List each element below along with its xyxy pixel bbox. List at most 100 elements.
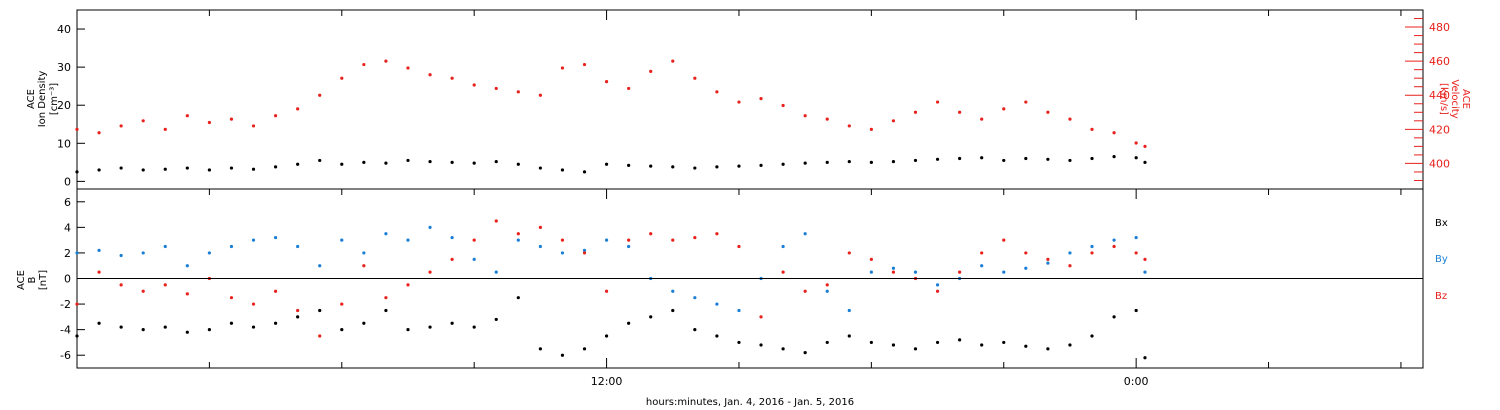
top-point-series-1 <box>1134 141 1138 145</box>
bottom-point-bx <box>207 328 211 332</box>
bottom-point-by <box>671 289 675 293</box>
top-point-series-1 <box>1112 131 1116 135</box>
top-point-series-0 <box>273 165 278 169</box>
top-panel-frame <box>76 9 1424 190</box>
top-data-points <box>75 59 1147 174</box>
bottom-point-by <box>251 238 256 242</box>
bottom-point-bx <box>494 317 498 322</box>
bottom-point-bx <box>1134 308 1138 313</box>
bottom-point-bz <box>75 302 79 306</box>
top-point-series-1 <box>935 100 940 104</box>
bottom-point-bx <box>141 328 145 332</box>
top-point-series-1 <box>560 66 565 70</box>
bottom-point-bz <box>428 270 432 274</box>
top-point-series-1 <box>1143 144 1147 148</box>
top-point-series-1 <box>759 97 763 101</box>
bottom-point-bx <box>406 328 410 332</box>
bottom-point-by <box>296 244 300 249</box>
top-left-ylabel-line3: [cm⁻³] <box>49 83 60 115</box>
top-point-series-0 <box>141 168 145 172</box>
top-left-ticks: 0 10 20 30 40 <box>57 23 85 188</box>
bottom-point-bz <box>229 296 234 300</box>
bottom-point-bz <box>251 302 256 306</box>
top-point-series-0 <box>869 160 873 164</box>
bottom-point-bz <box>715 232 719 236</box>
bottom-point-by <box>781 244 785 249</box>
top-point-series-0 <box>1024 156 1028 161</box>
top-point-series-0 <box>450 160 454 164</box>
bottom-point-bz <box>1143 257 1147 261</box>
top-point-series-0 <box>825 160 829 164</box>
top-point-series-0 <box>472 161 476 165</box>
bottom-point-bz <box>97 270 101 274</box>
top-point-series-1 <box>1046 110 1050 114</box>
bottom-ylabel-line1: ACE <box>16 270 27 290</box>
bottom-point-bz <box>759 315 763 319</box>
top-point-series-0 <box>1090 156 1094 161</box>
bottom-point-by <box>494 270 498 274</box>
top-point-series-0 <box>251 167 256 171</box>
top-point-series-0 <box>384 161 388 165</box>
bottom-point-bx <box>538 347 542 351</box>
bottom-point-bx <box>1090 334 1094 338</box>
bottom-left-tick-label: 0 <box>64 273 71 286</box>
top-point-series-1 <box>273 114 278 118</box>
bottom-point-bx <box>980 343 984 347</box>
top-left-tick-label: 10 <box>57 137 71 150</box>
top-point-series-1 <box>582 62 587 67</box>
bottom-left-tick-label: 6 <box>64 196 71 209</box>
bottom-point-bx <box>318 308 322 313</box>
bottom-point-bx <box>273 321 278 325</box>
bottom-point-bx <box>604 334 609 338</box>
bottom-point-bx <box>1068 343 1072 347</box>
bottom-point-bz <box>119 283 123 287</box>
bottom-point-bx <box>737 340 741 345</box>
top-point-series-0 <box>582 170 587 174</box>
top-point-series-0 <box>163 167 167 171</box>
top-point-series-1 <box>229 117 234 121</box>
bottom-point-bx <box>869 340 873 345</box>
top-point-series-1 <box>406 66 410 70</box>
top-point-series-1 <box>1024 100 1028 104</box>
bottom-point-bz <box>627 238 631 242</box>
bottom-point-bx <box>1112 315 1116 319</box>
top-point-series-0 <box>340 162 344 166</box>
bottom-point-bz <box>1068 264 1072 268</box>
bottom-point-by <box>318 264 322 268</box>
bottom-point-bx <box>472 325 476 329</box>
bottom-point-bx <box>1002 340 1006 345</box>
top-point-series-0 <box>935 157 940 161</box>
bottom-left-tick-label: 2 <box>64 247 71 260</box>
top-right-tick-label: 440 <box>1429 89 1450 102</box>
top-point-series-1 <box>450 76 454 80</box>
top-right-tick-label: 460 <box>1429 55 1450 68</box>
top-point-series-0 <box>649 164 653 168</box>
bottom-point-by <box>75 251 79 255</box>
bottom-point-by <box>1068 251 1072 255</box>
top-point-series-0 <box>1143 160 1147 164</box>
bottom-point-by <box>980 264 984 268</box>
top-point-series-0 <box>97 168 101 172</box>
bottom-point-by <box>891 266 896 270</box>
top-point-series-0 <box>980 156 984 160</box>
bottom-point-bz <box>472 238 476 242</box>
top-left-tick-label: 40 <box>57 23 71 36</box>
top-point-series-1 <box>75 127 79 131</box>
bottom-point-by <box>229 244 234 249</box>
bottom-point-by <box>627 244 631 249</box>
bottom-left-tick-label: -4 <box>60 324 71 337</box>
bottom-point-bz <box>538 225 542 229</box>
top-point-series-1 <box>296 107 300 111</box>
bottom-point-bx <box>582 347 587 351</box>
top-point-series-1 <box>649 69 653 73</box>
bottom-point-by <box>450 235 454 240</box>
top-point-series-0 <box>1134 156 1138 160</box>
top-right-ticks: 400 420 440 460 480 <box>1405 18 1450 181</box>
bottom-point-bz <box>384 296 388 300</box>
top-point-series-1 <box>384 59 388 63</box>
top-point-series-1 <box>869 127 873 131</box>
top-point-series-1 <box>1068 117 1072 121</box>
top-point-series-0 <box>516 162 520 166</box>
bottom-point-bx <box>715 334 719 338</box>
x-tick-label: 12:00 <box>591 375 623 388</box>
